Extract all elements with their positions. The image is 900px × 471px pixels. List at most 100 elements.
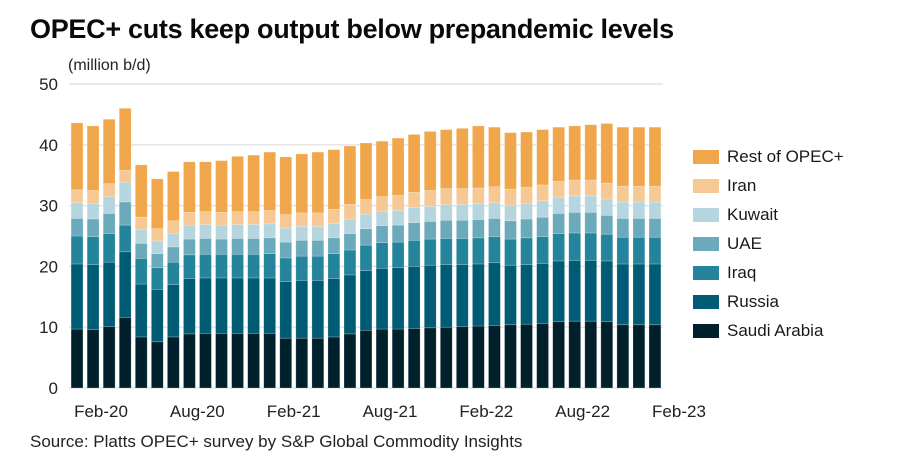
bar-segment-saudi-arabia [488, 325, 501, 389]
bar-stack [520, 131, 533, 389]
bar-segment-uae [456, 219, 469, 239]
bar-segment-iraq [632, 236, 646, 265]
bar-segment-kuwait [423, 205, 437, 222]
bar-segment-kuwait [616, 201, 630, 219]
bar-segment-saudi-arabia [70, 328, 84, 389]
bar-segment-saudi-arabia [151, 341, 164, 389]
bar-segment-uae [327, 237, 341, 254]
x-tick-label: Aug-21 [363, 402, 418, 421]
bar-segment-uae [295, 239, 309, 257]
bar-stack [391, 137, 405, 389]
bar-segment-rest-of-opec [504, 132, 517, 190]
x-tick-label: Aug-20 [170, 402, 225, 421]
bar-stack [70, 122, 84, 389]
legend: Rest of OPEC+ Iran Kuwait UAE Iraq Russia Saud… [693, 142, 844, 345]
bar-segment-rest-of-opec [472, 125, 485, 189]
bar-segment-iraq [472, 237, 485, 265]
bar-segment-saudi-arabia [279, 337, 292, 389]
bar-segment-kuwait [118, 182, 132, 203]
bar-segment-iraq [488, 236, 501, 264]
bar-segment-russia [440, 264, 453, 328]
bar-segment-kuwait [600, 198, 614, 216]
bar-segment-rest-of-opec [488, 126, 501, 188]
bar-segment-iran [102, 183, 116, 197]
bar-segment-uae [391, 224, 405, 243]
bar-segment-kuwait [632, 201, 646, 219]
bar-segment-iran [247, 211, 260, 225]
legend-item: Kuwait [693, 200, 844, 229]
y-axis-unit-label: (million b/d) [68, 57, 151, 74]
bar-segment-saudi-arabia [520, 323, 533, 389]
bar-segment-uae [343, 233, 357, 251]
bar-segment-kuwait [279, 227, 292, 243]
bar-segment-iran [70, 189, 84, 203]
bar-segment-uae [648, 218, 662, 238]
bar-segment-rest-of-opec [231, 156, 244, 212]
bar-stack [231, 156, 244, 389]
bar-segment-kuwait [199, 224, 212, 239]
bar-segment-uae [135, 243, 148, 259]
bar-segment-saudi-arabia [440, 326, 453, 389]
bar-segment-iraq [504, 238, 517, 266]
bar-segment-russia [327, 278, 341, 338]
bar-segment-kuwait [359, 213, 373, 230]
bar-segment-saudi-arabia [616, 324, 630, 389]
bar-stack [151, 178, 164, 389]
bar-segment-rest-of-opec [279, 156, 292, 216]
bar-segment-rest-of-opec [616, 126, 630, 187]
bar-segment-russia [215, 277, 228, 334]
bar-segment-saudi-arabia [359, 329, 373, 389]
bar-segment-rest-of-opec [86, 125, 100, 191]
bar-segment-kuwait [456, 204, 469, 221]
chart-title: OPEC+ cuts keep output below prepandemic… [30, 14, 674, 44]
bar-segment-russia [263, 277, 276, 334]
bar-segment-saudi-arabia [183, 333, 196, 389]
x-tick-label: Feb-23 [652, 402, 706, 421]
bar-segment-saudi-arabia [102, 326, 116, 389]
bar-segment-rest-of-opec [423, 131, 437, 191]
legend-swatch [693, 294, 719, 309]
bar-stack [359, 142, 373, 389]
legend-item: Saudi Arabia [693, 316, 844, 345]
bar-segment-iran [600, 182, 614, 200]
bar-segment-uae [167, 246, 180, 263]
bar-segment-rest-of-opec [151, 178, 164, 230]
bar-segment-iran [504, 188, 517, 206]
bar-segment-iraq [151, 267, 164, 290]
bar-segment-uae [407, 222, 421, 241]
bar-segment-russia [648, 263, 662, 326]
bar-stack [648, 126, 662, 389]
bar-segment-rest-of-opec [311, 151, 325, 214]
bar-segment-rest-of-opec [375, 140, 389, 197]
bar-segment-russia [616, 263, 630, 326]
bar-segment-iran [440, 188, 453, 205]
bar-segment-uae [600, 215, 614, 235]
bar-segment-russia [632, 263, 646, 326]
bar-segment-rest-of-opec [391, 137, 405, 196]
legend-swatch [693, 236, 719, 251]
bar-segment-iran [520, 187, 533, 204]
bar-segment-russia [295, 280, 309, 339]
bar-segment-iran [231, 211, 244, 225]
y-tick-label: 20 [39, 257, 58, 276]
bar-segment-iraq [118, 224, 132, 253]
y-axis-ticks: 0 10 20 30 40 50 [39, 75, 58, 398]
bar-segment-saudi-arabia [568, 320, 581, 389]
bar-segment-rest-of-opec [520, 131, 533, 188]
bar-segment-kuwait [311, 225, 325, 241]
bar-segment-rest-of-opec [407, 134, 421, 193]
bar-segment-iraq [183, 254, 196, 279]
bar-segment-iraq [311, 255, 325, 281]
bar-segment-saudi-arabia [199, 332, 212, 389]
bar-stack [632, 126, 646, 389]
bar-segment-russia [102, 261, 116, 327]
bar-segment-iraq [520, 237, 533, 265]
bar-segment-rest-of-opec [584, 124, 598, 181]
legend-swatch [693, 207, 719, 222]
legend-item: Russia [693, 287, 844, 316]
bar-segment-iraq [279, 257, 292, 282]
bar-segment-iraq [423, 238, 437, 266]
bar-stack [568, 125, 581, 389]
bar-segment-iraq [456, 238, 469, 265]
bar-segment-russia [504, 264, 517, 326]
